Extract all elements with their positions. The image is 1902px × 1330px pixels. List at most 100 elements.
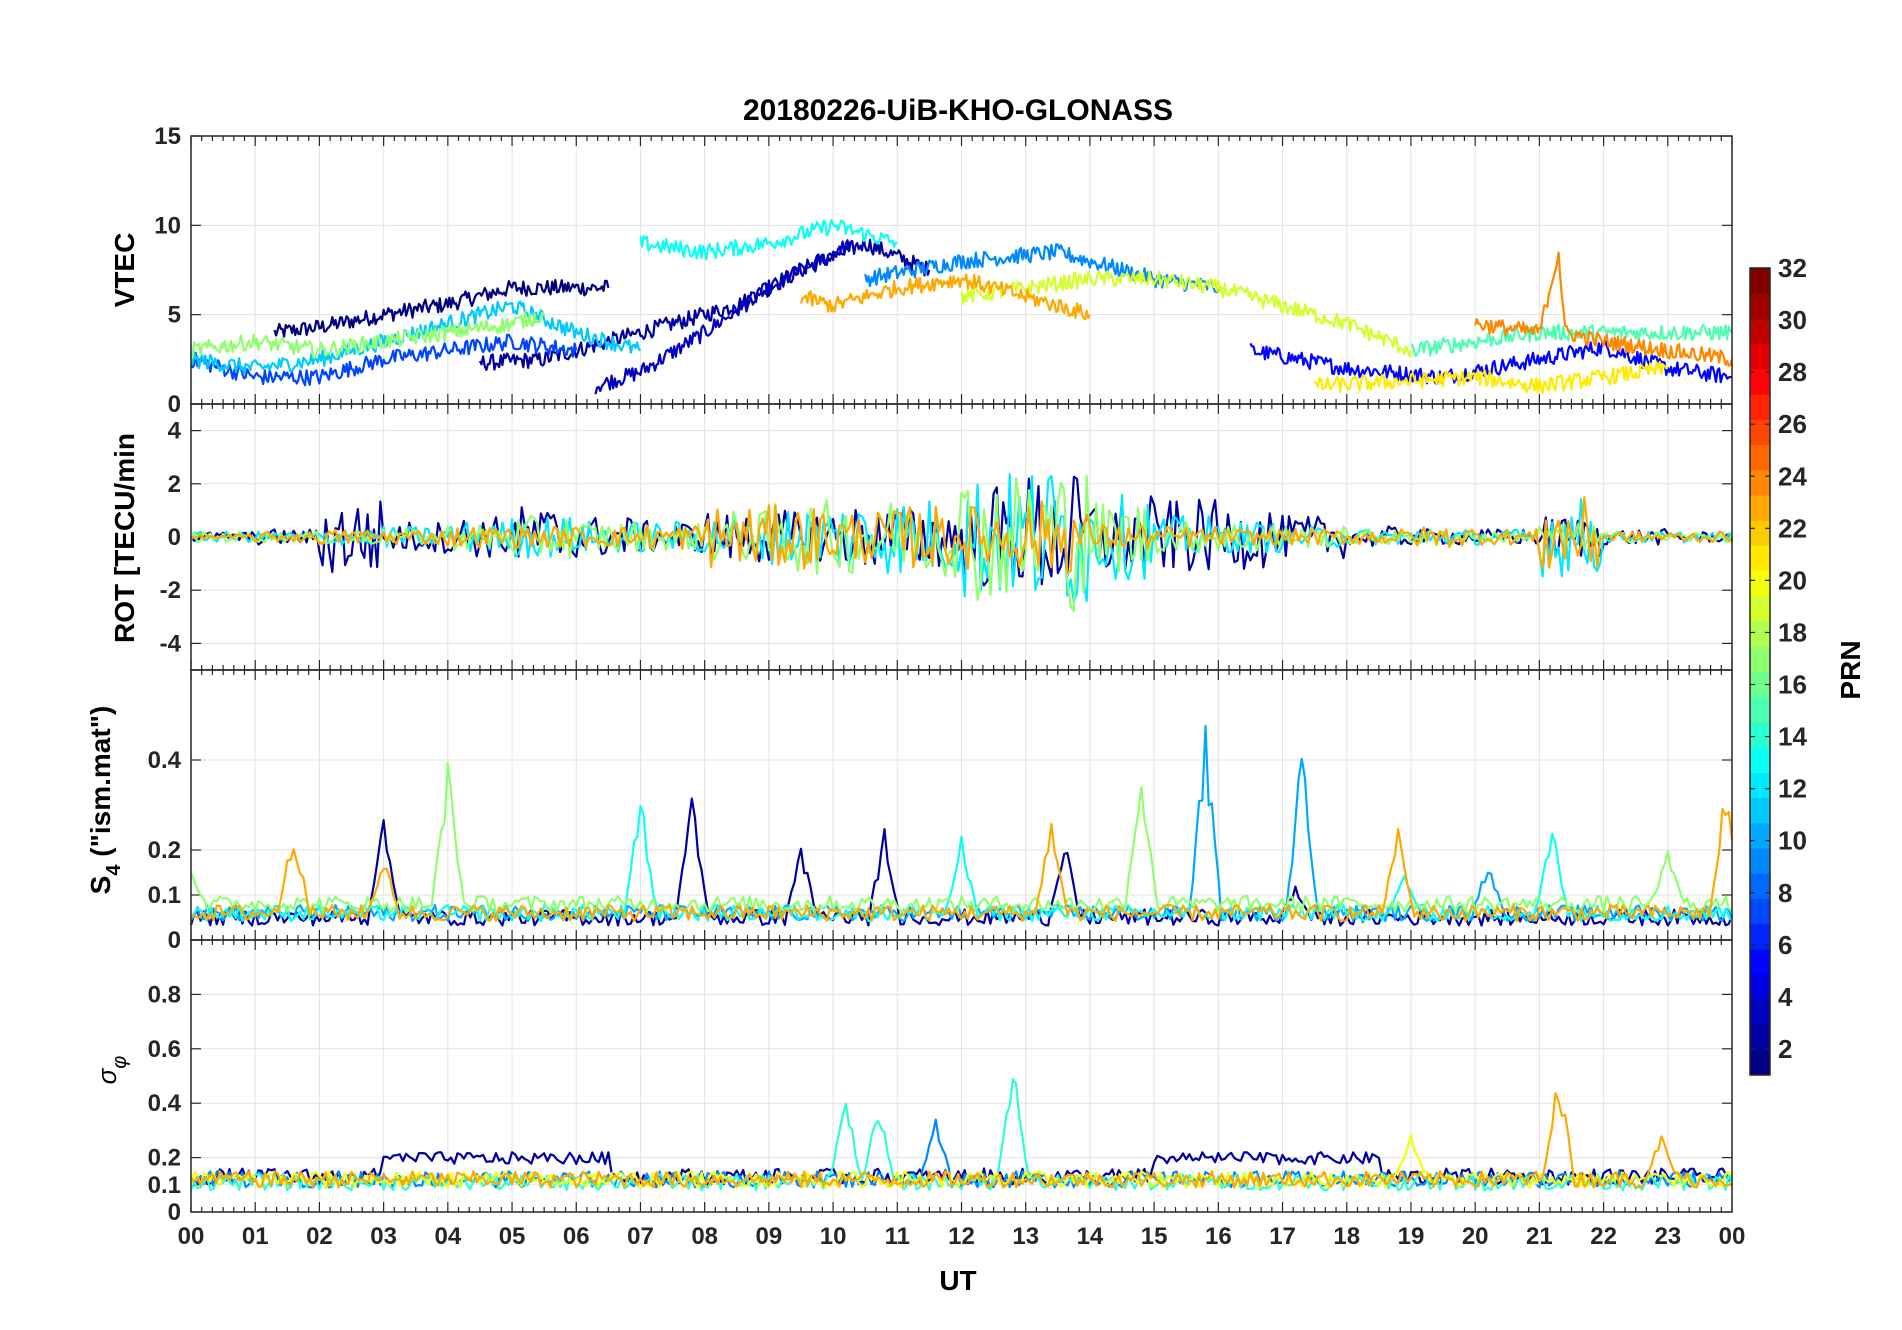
series-prn-23 — [799, 273, 1091, 321]
series-prn-23 — [190, 496, 1733, 574]
s4-symbol: S — [85, 876, 116, 895]
colorbar-tick-label: 12 — [1778, 774, 1807, 804]
colorbar-segment — [1750, 999, 1770, 1026]
colorbar-segment — [1750, 368, 1770, 395]
y-tick-label: 0.8 — [148, 981, 181, 1008]
colorbar-segment — [1750, 595, 1770, 622]
colorbar-tick-label: 16 — [1778, 670, 1807, 700]
series-prn-24 — [1474, 251, 1734, 367]
y-tick-label: 0.4 — [148, 1090, 182, 1117]
x-tick-label: 02 — [306, 1223, 333, 1250]
y-axis-label-sigma-phi: σφ — [92, 1056, 131, 1085]
y-tick-label: 0.6 — [148, 1036, 181, 1063]
y-tick-label: -2 — [160, 577, 181, 604]
colorbar-segment — [1750, 671, 1770, 698]
colorbar-segment — [1750, 444, 1770, 471]
x-tick-label: 06 — [563, 1223, 590, 1250]
y-tick-label: 0.2 — [148, 837, 181, 864]
colorbar-segment — [1750, 494, 1770, 521]
panel-s4: 0 0.1 0.2 0.4 — [148, 669, 1734, 954]
x-tick-label: 23 — [1654, 1223, 1681, 1250]
sigma-subscript: φ — [109, 1056, 131, 1069]
x-tick-label: 22 — [1590, 1223, 1617, 1250]
colorbar-tick-label: 4 — [1778, 982, 1793, 1012]
colorbar-segment — [1750, 293, 1770, 319]
x-tick-label: 19 — [1398, 1223, 1425, 1250]
s4-suffix: ("ism.mat") — [85, 706, 116, 865]
x-tick-label: 00 — [178, 1223, 205, 1250]
colorbar-segment — [1750, 621, 1770, 647]
x-axis-label: UT — [939, 1265, 976, 1296]
x-tick-label: 18 — [1333, 1223, 1360, 1250]
x-tick-label: 12 — [948, 1223, 975, 1250]
chart-title: 20180226-UiB-KHO-GLONASS — [743, 94, 1173, 127]
x-tick-label: 14 — [1077, 1223, 1104, 1250]
y-tick-label: 0.4 — [148, 747, 182, 774]
y-axis-label-rot: ROT [TECU/min — [109, 433, 140, 643]
colorbar-segment — [1750, 696, 1770, 723]
colorbar-tick-label: 6 — [1778, 930, 1792, 960]
series-prn-15 — [1410, 323, 1733, 358]
series-prn-17 — [189, 474, 1734, 613]
y-tick-label: 2 — [168, 471, 181, 498]
x-tick-label: 16 — [1205, 1223, 1232, 1250]
panel-rot: -4 -2 0 2 4 — [160, 403, 1734, 671]
colorbar-segment — [1750, 873, 1770, 899]
colorbar-segment — [1750, 419, 1770, 446]
colorbar-tick-label: 22 — [1778, 513, 1807, 543]
colorbar-tick-label: 24 — [1778, 461, 1807, 491]
series-prn-23 — [190, 1092, 1733, 1189]
y-tick-label: 0.1 — [148, 1172, 181, 1199]
colorbar-segment — [1750, 318, 1770, 345]
colorbar-tick-label: 8 — [1778, 878, 1792, 908]
x-tick-label: 17 — [1269, 1223, 1296, 1250]
colorbar-segment — [1750, 1049, 1770, 1076]
panel-vtec: 0 5 10 15 — [154, 123, 1734, 418]
y-tick-label: 5 — [168, 302, 181, 329]
colorbar-segment — [1750, 469, 1770, 496]
y-axis-label-s4: S4 ("ism.mat") — [85, 706, 125, 895]
colorbar-tick-label: 20 — [1778, 565, 1807, 595]
series-prn-2 — [478, 237, 931, 371]
series-prn-19 — [960, 270, 1413, 358]
x-tick-label: 03 — [370, 1223, 397, 1250]
colorbar-segment — [1750, 923, 1770, 950]
colorbar-segment — [1750, 848, 1770, 874]
y-tick-label: 0 — [168, 391, 181, 418]
colorbar-segment — [1750, 268, 1770, 294]
colorbar-segment — [1750, 822, 1770, 849]
s4-subscript: 4 — [103, 864, 125, 876]
x-tick-label: 01 — [242, 1223, 269, 1250]
colorbar-tick-label: 28 — [1778, 357, 1807, 387]
series-prn-23 — [190, 807, 1734, 923]
series-prn-13 — [639, 219, 898, 261]
x-tick-label: 20 — [1462, 1223, 1489, 1250]
colorbar-tick-label: 18 — [1778, 617, 1807, 647]
colorbar-tick-label: 14 — [1778, 722, 1807, 752]
x-tick-label: 00 — [1719, 1223, 1746, 1250]
series-prn-1 — [273, 279, 610, 338]
series-prn-14 — [189, 1078, 1733, 1192]
colorbar-segment — [1750, 394, 1770, 420]
y-tick-label: 0.1 — [148, 882, 181, 909]
colorbar-segment — [1750, 797, 1770, 824]
series-prn-21 — [1313, 360, 1668, 395]
x-tick-label: 08 — [691, 1223, 718, 1250]
colorbar-tick-label: 30 — [1778, 305, 1807, 335]
x-tick-label: 05 — [499, 1223, 526, 1250]
sigma-symbol: σ — [92, 1067, 122, 1084]
colorbar-segment — [1750, 974, 1770, 1000]
colorbar-segment — [1750, 948, 1770, 975]
colorbar-tick-label: 10 — [1778, 826, 1807, 856]
colorbar-frame — [1749, 267, 1771, 1076]
colorbar-segment — [1750, 343, 1770, 370]
y-axis-label-vtec: VTEC — [109, 233, 140, 308]
series-prn-3 — [594, 239, 854, 395]
x-tick-label: 13 — [1012, 1223, 1039, 1250]
colorbar-segment — [1750, 721, 1770, 748]
series-prn-7 — [190, 333, 578, 387]
x-tick-label: 10 — [820, 1223, 847, 1250]
colorbar-tick-label: 2 — [1778, 1034, 1792, 1064]
x-axis-tick-labels: 00 01 02 03 04 05 06 07 08 09 10 11 12 13 14 15 16 17 18 19… — [178, 1223, 1746, 1250]
